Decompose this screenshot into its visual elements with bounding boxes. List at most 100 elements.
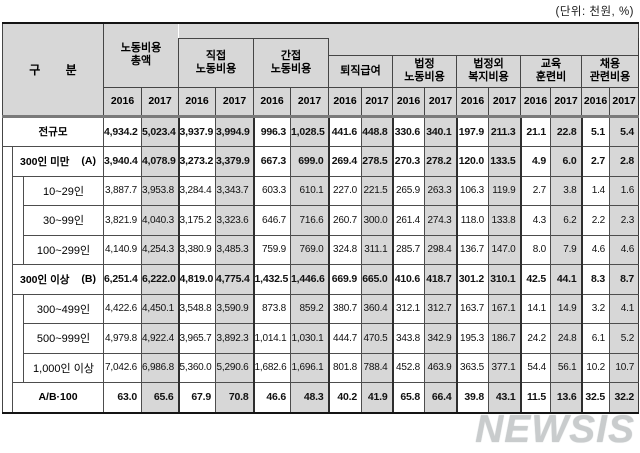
value-cell: 769.0 <box>290 234 330 265</box>
value-cell: 1.4 <box>580 175 611 206</box>
value-cell: 211.3 <box>488 115 522 147</box>
value-cell: 3,590.9 <box>215 293 255 324</box>
value-cell: 3,994.9 <box>215 115 255 147</box>
year-header: 2017 <box>488 86 522 118</box>
value-cell: 265.9 <box>391 175 426 206</box>
value-cell: 67.9 <box>177 382 217 414</box>
value-cell: 788.4 <box>361 352 394 383</box>
value-cell: 3,273.2 <box>177 146 217 177</box>
value-cell: 610.1 <box>290 175 330 206</box>
value-cell: 221.5 <box>361 175 394 206</box>
value-cell: 859.2 <box>290 293 330 324</box>
value-cell: 118.0 <box>455 205 490 236</box>
value-cell: 263.3 <box>424 175 458 206</box>
table-row: A/B·100 63.0 65.6 67.9 70.8 46.6 48.3 40.2 41.9 6… <box>3 382 640 414</box>
year-header: 2016 <box>103 86 142 118</box>
value-cell: 996.3 <box>252 115 292 147</box>
value-cell: 3,284.4 <box>177 175 217 206</box>
value-cell: 3,937.9 <box>177 115 217 147</box>
value-cell: 48.3 <box>290 382 330 414</box>
value-cell: 380.7 <box>327 293 363 324</box>
value-cell: 41.9 <box>361 382 394 414</box>
value-cell: 42.5 <box>519 264 552 295</box>
table-row: 100~299인 4,140.9 4,254.3 3,380.9 3,485.3 759.… <box>3 234 640 265</box>
value-cell: 4,775.4 <box>215 264 255 295</box>
value-cell: 4.6 <box>609 234 640 265</box>
value-cell: 4,979.8 <box>103 323 142 354</box>
value-cell: 44.1 <box>550 264 583 295</box>
year-header: 2016 <box>328 86 363 118</box>
value-cell: 40.2 <box>327 382 363 414</box>
value-cell: 133.8 <box>488 205 522 236</box>
value-cell: 278.2 <box>424 146 458 177</box>
value-cell: 14.9 <box>550 293 583 324</box>
value-cell: 1,696.1 <box>290 352 330 383</box>
year-header: 2017 <box>215 86 255 118</box>
value-cell: 298.4 <box>424 234 458 265</box>
value-cell: 1,682.6 <box>252 352 292 383</box>
value-cell: 136.7 <box>455 234 490 265</box>
value-cell: 4,922.4 <box>140 323 180 354</box>
spacer-cell <box>2 146 13 414</box>
value-cell: 311.1 <box>361 234 394 265</box>
value-cell: 2.7 <box>580 146 611 177</box>
newsis-watermark: NEWSIS <box>475 408 635 451</box>
year-header: 2016 <box>253 86 292 118</box>
value-cell: 5,023.4 <box>140 115 180 147</box>
value-cell: 5.1 <box>580 115 611 147</box>
table-row: 500~999인 4,979.8 4,922.4 3,965.7 3,892.3 1,01… <box>3 323 640 354</box>
value-cell: 669.9 <box>327 264 363 295</box>
value-cell: 10.2 <box>580 352 611 383</box>
value-cell: 8.7 <box>609 264 640 295</box>
value-cell: 603.3 <box>252 175 292 206</box>
column-group-header-statutory: 법정 노동비용 <box>392 54 458 88</box>
value-cell: 7.9 <box>550 234 583 265</box>
value-cell: 363.5 <box>455 352 490 383</box>
value-cell: 4.3 <box>519 205 552 236</box>
column-group-header-total: 노동비용 총액 <box>102 22 179 88</box>
value-cell: 300.0 <box>361 205 394 236</box>
value-cell: 4,450.1 <box>140 293 180 324</box>
year-header: 2016 <box>520 86 552 118</box>
value-cell: 11.5 <box>519 382 552 414</box>
value-cell: 7,042.6 <box>103 352 142 383</box>
value-cell: 22.8 <box>550 115 583 147</box>
spacer-cell <box>12 176 24 265</box>
value-cell: 3,485.3 <box>215 234 255 265</box>
value-cell: 3,175.2 <box>177 205 217 236</box>
value-cell: 65.6 <box>140 382 180 414</box>
value-cell: 269.4 <box>327 146 363 177</box>
value-cell: 3,379.9 <box>215 146 255 177</box>
value-cell: 410.6 <box>391 264 426 295</box>
value-cell: 32.5 <box>580 382 611 414</box>
row-label: 500~999인 <box>23 323 104 354</box>
row-label-marker: (A) <box>81 155 96 168</box>
value-cell: 801.8 <box>327 352 363 383</box>
value-cell: 24.8 <box>550 323 583 354</box>
value-cell: 873.8 <box>252 293 292 324</box>
value-cell: 1.6 <box>609 175 640 206</box>
value-cell: 1,028.5 <box>290 115 330 147</box>
value-cell: 227.0 <box>327 175 363 206</box>
column-group-header-severance: 퇴직급여 <box>328 54 394 88</box>
value-cell: 3,548.8 <box>177 293 217 324</box>
table-row: 1,000인 이상 7,042.6 6,986.8 5,360.0 5,290.6 1,6… <box>3 352 640 383</box>
value-cell: 716.6 <box>290 205 330 236</box>
value-cell: 3,953.8 <box>140 175 180 206</box>
row-label-marker: (B) <box>81 273 96 286</box>
value-cell: 470.5 <box>361 323 394 354</box>
value-cell: 342.9 <box>424 323 458 354</box>
value-cell: 4,254.3 <box>140 234 180 265</box>
year-header: 2017 <box>290 86 330 118</box>
value-cell: 6,222.0 <box>140 264 180 295</box>
unit-note: (단위: 천원, %) <box>555 6 634 18</box>
header-row: 구 분 노동비용 총액 <box>2 22 640 118</box>
value-cell: 312.1 <box>391 293 426 324</box>
value-cell: 444.7 <box>327 323 363 354</box>
value-cell: 2.2 <box>580 205 611 236</box>
value-cell: 665.0 <box>361 264 394 295</box>
value-cell: 3,965.7 <box>177 323 217 354</box>
year-header: 2017 <box>361 86 394 118</box>
header-row: 퇴직급여 법정 노동비용 법정외 복지비용 교육 훈련비 채용 관련비용 <box>3 54 640 88</box>
value-cell: 312.7 <box>424 293 458 324</box>
